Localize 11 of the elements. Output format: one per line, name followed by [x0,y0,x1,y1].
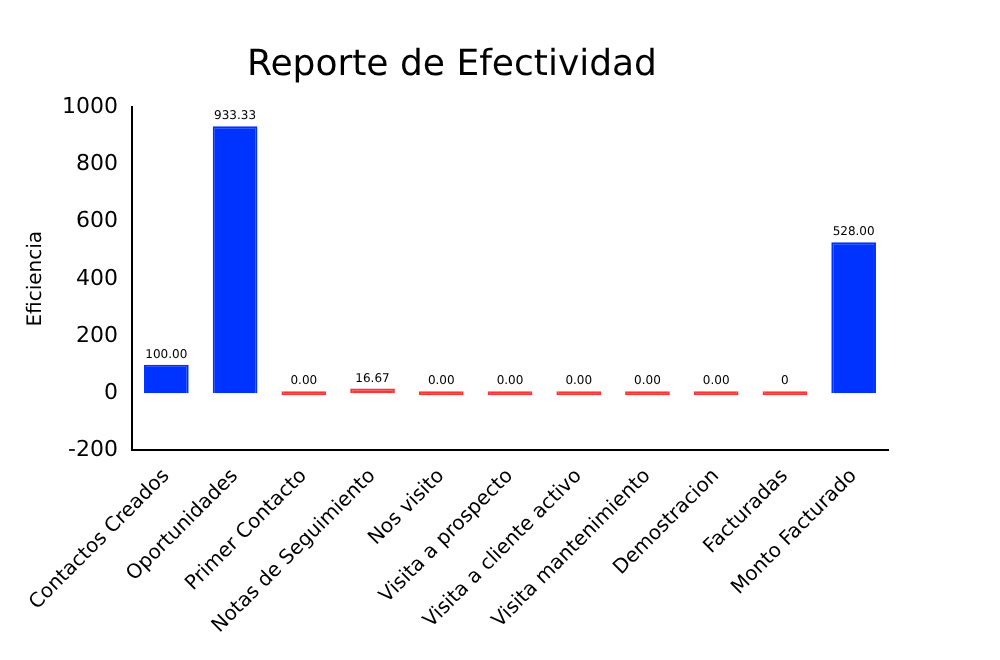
bar [144,364,189,394]
y-axis-title: Eficiencia [25,231,48,327]
y-tick-label: -200 [68,436,118,463]
bar [831,242,876,394]
y-tick-label: 0 [103,378,118,405]
y-tick-label: 400 [75,264,118,291]
chart-title: Reporte de Efectividad [247,42,657,85]
y-tick-label: 800 [75,150,118,177]
y-tick-label: 1000 [61,92,118,119]
y-tick-label: 600 [75,207,118,234]
y-tick-label: 200 [75,321,118,348]
